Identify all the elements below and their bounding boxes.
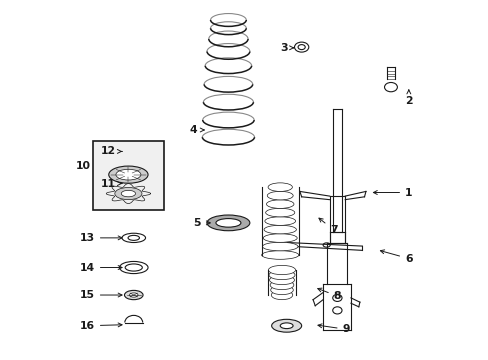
FancyBboxPatch shape [93,141,164,210]
Ellipse shape [108,166,148,183]
Text: 13: 13 [80,233,122,243]
Ellipse shape [266,200,293,208]
Ellipse shape [124,291,143,300]
Ellipse shape [206,215,249,231]
Ellipse shape [264,225,296,234]
Text: 1: 1 [373,188,412,198]
Ellipse shape [267,192,293,200]
Ellipse shape [261,251,298,259]
Ellipse shape [271,291,292,300]
Ellipse shape [265,208,294,217]
Ellipse shape [267,183,292,192]
Text: 5: 5 [193,218,210,228]
Text: 4: 4 [189,125,203,135]
Text: 15: 15 [80,290,122,300]
Ellipse shape [264,217,295,225]
Ellipse shape [268,265,295,275]
Text: 10: 10 [75,161,90,171]
Text: 16: 16 [80,321,122,331]
Ellipse shape [263,234,297,242]
Text: 14: 14 [80,262,122,273]
Text: 2: 2 [404,90,412,107]
Text: 12: 12 [101,147,122,157]
Ellipse shape [280,323,292,329]
Ellipse shape [271,319,301,332]
Ellipse shape [129,293,138,297]
Ellipse shape [268,270,294,280]
Ellipse shape [269,275,294,285]
Text: 8: 8 [317,288,341,301]
Ellipse shape [270,285,293,295]
Ellipse shape [262,242,297,251]
Text: 11: 11 [101,179,122,189]
Ellipse shape [115,188,142,200]
Ellipse shape [121,190,135,197]
Ellipse shape [269,280,293,290]
Text: 6: 6 [380,250,412,264]
Text: 7: 7 [318,218,337,235]
Text: 9: 9 [317,324,349,334]
Ellipse shape [116,169,141,180]
Text: 3: 3 [280,43,293,53]
Ellipse shape [216,219,241,227]
